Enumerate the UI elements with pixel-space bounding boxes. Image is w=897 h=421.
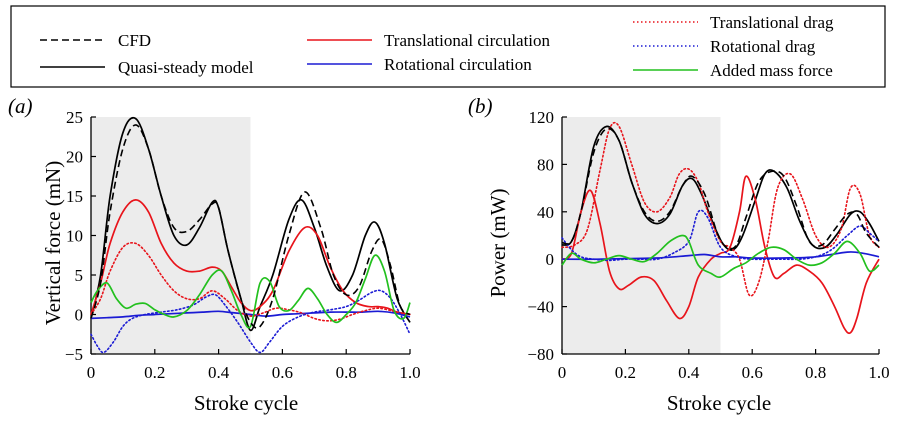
panel-b-series-rotational-drag [561, 209, 880, 262]
legend-label-added-mass: Added mass force [710, 61, 833, 80]
legend: CFD Quasi-steady model Translational cir… [10, 5, 886, 88]
panel-a-series-rotational-drag [90, 289, 411, 354]
panel-a-y-tick-label: 10 [66, 227, 83, 246]
panel-b-x-tick-label: 0.8 [805, 363, 826, 382]
panel-a-x-tick-label: 0.8 [336, 363, 357, 382]
panel-b-x-tick-label: 0.6 [742, 363, 763, 382]
panel-a-y-tick-label: 20 [66, 148, 83, 167]
panel-a-x-tick-label: 1.0 [399, 363, 420, 382]
panel-a-x-tick-label: 0.2 [144, 363, 165, 382]
panel-a: (a) Vertical force (mN) Stroke cycle 0 0.… [8, 94, 421, 415]
panel-b-series-added-mass-force [561, 234, 880, 279]
panel-a-xlabel: Stroke cycle [194, 391, 298, 415]
panel-a-y-tick-label: 15 [66, 187, 83, 206]
legend-frame [10, 5, 886, 88]
legend-label-rotational-circulation: Rotational circulation [384, 55, 532, 74]
panel-a-y-tick-label: 0 [75, 306, 84, 325]
panel-b-series-translational-drag [561, 121, 880, 297]
panel-a-x-tick-label: 0 [87, 363, 96, 382]
panel-a-series-translational-circulation [90, 199, 411, 316]
panel-b-y-tick-label: −40 [527, 298, 554, 317]
panel-b-x-tick-label: 0 [558, 363, 567, 382]
panel-b-label: (b) [468, 94, 493, 118]
panel-b-x-tick-label: 1.0 [868, 363, 889, 382]
panel-b-x-tick-label: 0.4 [678, 363, 700, 382]
panel-b-y-tick-label: −80 [527, 345, 554, 364]
legend-label-rotational-drag: Rotational drag [710, 37, 816, 56]
panel-b-x-tick-label: 0.2 [615, 363, 636, 382]
panel-b-y-tick-label: 0 [546, 250, 555, 269]
panel-b-y-tick-label: 120 [529, 108, 555, 127]
panel-a-y-tick-label: 25 [66, 108, 83, 127]
panel-a-x-tick-label: 0.4 [208, 363, 230, 382]
panel-b-y-tick-label: 80 [537, 155, 554, 174]
panel-b-y-tick-label: 40 [537, 203, 554, 222]
panel-b-ylabel: Power (mW) [486, 188, 510, 297]
legend-label-translational-circulation: Translational circulation [384, 31, 551, 50]
panel-b-shaded-region [562, 117, 721, 354]
panel-b-xlabel: Stroke cycle [667, 391, 771, 415]
panel-a-series-added-mass-force [90, 254, 411, 329]
legend-label-quasi-steady: Quasi-steady model [118, 58, 254, 77]
legend-label-translational-drag: Translational drag [710, 13, 834, 32]
panel-b: (b) Power (mW) Stroke cycle 0 0.2 0.4 0.6 0.… [468, 94, 890, 415]
panel-a-y-tick-label: 5 [75, 266, 84, 285]
panel-a-y-tick-label: −5 [65, 345, 83, 364]
panel-a-ylabel: Vertical force (mN) [41, 161, 65, 325]
panel-a-series-cfd [90, 124, 411, 329]
panel-a-x-tick-label: 0.6 [272, 363, 293, 382]
legend-label-cfd: CFD [118, 31, 151, 50]
panel-b-series-cfd [561, 127, 880, 250]
panel-a-series-translational-drag [90, 242, 411, 322]
panel-a-label: (a) [8, 94, 33, 118]
panel-a-shaded-region [91, 117, 251, 354]
